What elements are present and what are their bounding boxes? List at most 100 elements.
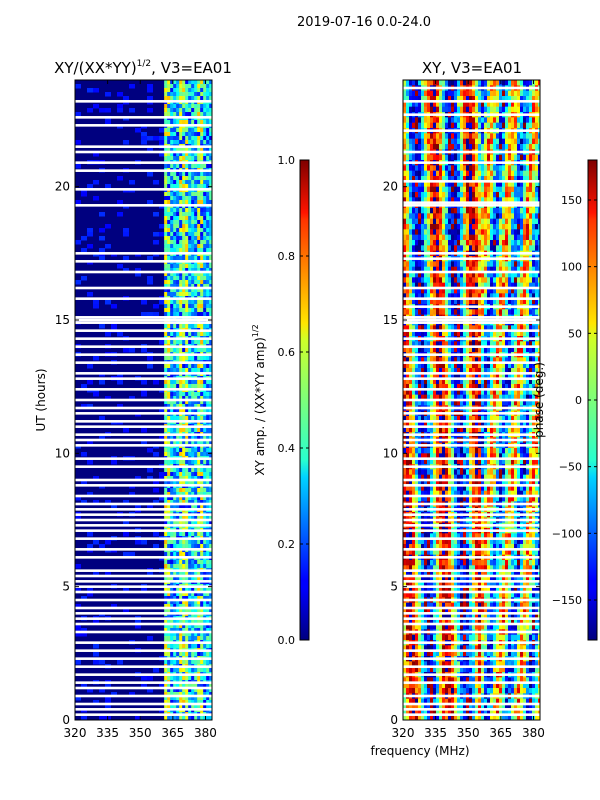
phase-cell [406, 197, 410, 204]
amp-cell [200, 628, 204, 633]
amp-cell [206, 404, 210, 409]
phase-cell [451, 208, 455, 214]
phase-cell [406, 122, 410, 129]
amp-cell [197, 644, 201, 649]
amp-cell [167, 668, 171, 673]
phase-cell [472, 90, 476, 97]
amp-gap-row [75, 337, 212, 340]
amp-colorbar-tick-label: 0.2 [278, 538, 296, 551]
phase-cell [436, 272, 440, 278]
phase-cell [529, 176, 533, 182]
phase-cell [430, 170, 434, 177]
amp-cell [164, 608, 168, 613]
phase-cell [523, 154, 527, 161]
amp-cell [197, 244, 201, 249]
phase-cell [526, 192, 530, 198]
amp-cell [191, 472, 195, 477]
amp-cell [176, 416, 180, 421]
amp-cell [188, 404, 192, 409]
amp-cell [179, 416, 183, 421]
phase-cell [406, 186, 410, 193]
phase-cell [439, 122, 443, 129]
amp-cell [200, 540, 204, 545]
amp-cell [206, 428, 210, 433]
amp-cell [117, 212, 123, 217]
phase-cell [478, 80, 482, 86]
phase-cell [535, 106, 539, 113]
amp-cell [176, 408, 180, 413]
phase-cell [439, 133, 443, 140]
phase-cell [427, 298, 431, 305]
phase-cell [409, 298, 413, 305]
amp-cell [173, 92, 177, 97]
amp-cell [164, 684, 168, 689]
phase-cell [499, 144, 503, 150]
amp-cell [197, 472, 201, 477]
amp-cell [173, 220, 177, 225]
amp-cell [188, 572, 192, 577]
amp-cell [123, 96, 129, 101]
amp-cell [170, 468, 174, 473]
amp-cell [179, 112, 183, 117]
phase-cell [511, 240, 515, 246]
amp-cell [164, 428, 168, 433]
amp-cell [182, 276, 186, 281]
amp-gap-row [75, 316, 212, 319]
amp-cell [197, 268, 201, 273]
phase-cell [523, 138, 527, 145]
amp-cell [206, 196, 210, 201]
phase-cell [457, 245, 461, 252]
phase-cell [460, 96, 464, 102]
phase-cell [496, 181, 500, 188]
amp-cell [185, 212, 189, 217]
phase-cell [469, 165, 473, 172]
amp-cell [209, 268, 212, 273]
phase-cell [439, 80, 443, 86]
phase-cell [502, 117, 506, 124]
phase-cell [523, 90, 527, 97]
phase-cell [445, 181, 449, 188]
phase-cell [466, 133, 470, 140]
phase-cell [445, 176, 449, 182]
amp-cell [203, 364, 207, 369]
phase-cell [472, 272, 476, 278]
amp-cell [173, 136, 177, 141]
amp-cell [170, 132, 174, 137]
phase-cell [448, 80, 452, 86]
phase-cell [448, 106, 452, 113]
amp-cell [209, 380, 212, 385]
phase-cell [451, 282, 455, 289]
amp-cell [185, 652, 189, 657]
amp-cell [191, 480, 195, 485]
phase-cell [436, 229, 440, 236]
amp-cell [123, 552, 129, 557]
phase-cell [469, 288, 473, 294]
phase-cell [409, 218, 413, 225]
amp-cell [170, 308, 174, 313]
phase-cell [421, 224, 425, 230]
phase-cell [415, 208, 419, 214]
amp-cell [117, 660, 123, 665]
amp-cell [209, 172, 212, 177]
phase-cell [469, 218, 473, 225]
phase-cell [421, 96, 425, 102]
amp-cell [179, 312, 183, 317]
amp-cell [206, 288, 210, 293]
phase-cell [529, 266, 533, 273]
phase-cell [415, 176, 419, 182]
phase-cell [436, 277, 440, 284]
phase-cell [442, 213, 446, 220]
amp-cell [167, 564, 171, 569]
phase-cell [484, 298, 488, 305]
phase-cell [484, 90, 488, 97]
amp-cell [209, 516, 212, 521]
phase-cell [451, 288, 455, 294]
amp-cell [173, 148, 177, 153]
amp-cell [203, 280, 207, 285]
amp-cell [173, 228, 177, 233]
amp-cell [167, 304, 171, 309]
phase-cell [526, 218, 530, 225]
amp-cell [117, 176, 123, 181]
amp-cell [200, 120, 204, 125]
phase-cell [445, 229, 449, 236]
